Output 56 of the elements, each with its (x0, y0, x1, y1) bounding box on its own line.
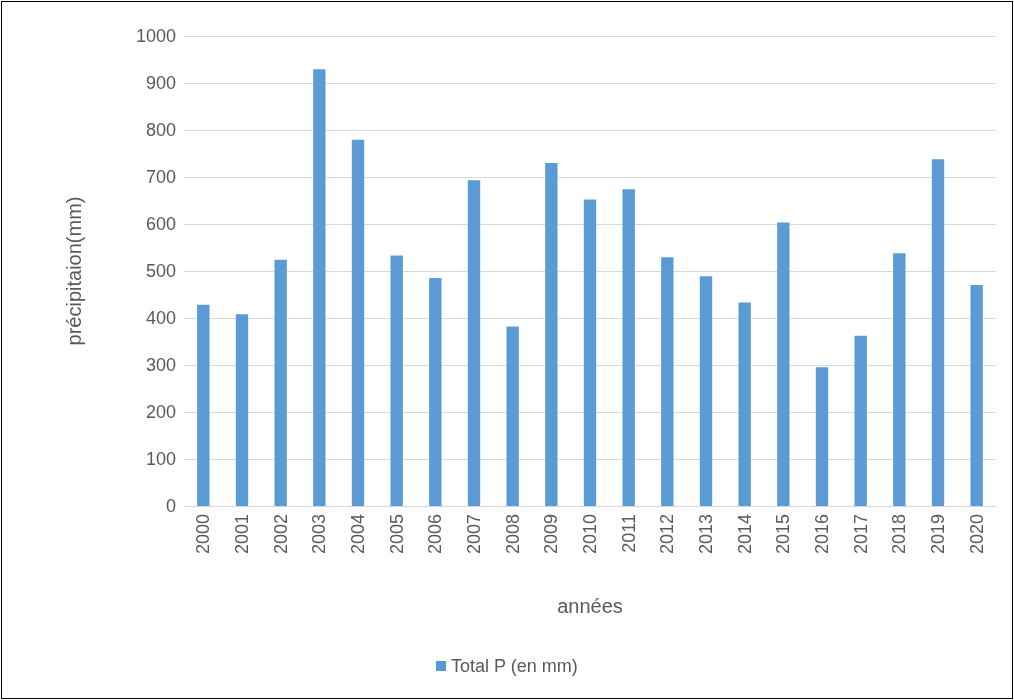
x-axis-title: années (557, 595, 623, 617)
bar (854, 335, 867, 506)
x-tick-label: 2016 (812, 514, 832, 555)
y-axis-title: précipitaion(mm) (63, 196, 85, 346)
bar (545, 162, 558, 506)
bar (313, 69, 326, 506)
x-tick-label: 2017 (850, 514, 871, 555)
x-tick-label: 2015 (773, 514, 794, 555)
bar (197, 304, 210, 506)
bar (583, 199, 597, 506)
bar (970, 285, 983, 506)
x-tick-label: 2002 (270, 514, 291, 555)
y-tick-label: 600 (145, 214, 176, 234)
y-tick-label: 300 (145, 355, 176, 375)
y-tick-label: 200 (145, 402, 176, 422)
bar (274, 259, 287, 506)
bar (661, 257, 674, 506)
x-tick-label: 2010 (580, 514, 600, 555)
x-tick-label: 2007 (464, 514, 484, 555)
x-tick-label: 2018 (889, 514, 910, 555)
y-tick-label: 500 (145, 261, 176, 281)
x-tick-label: 2011 (618, 514, 639, 553)
bar (506, 326, 519, 506)
x-tick-label: 2009 (541, 514, 562, 555)
bar (738, 302, 751, 506)
x-tick-label: 2020 (966, 514, 987, 555)
bar (622, 189, 635, 506)
x-tick-label: 2004 (348, 514, 368, 555)
bar (351, 139, 365, 506)
x-tick-label: 2005 (386, 514, 407, 555)
y-tick-label: 100 (145, 449, 176, 469)
x-tick-label: 2003 (309, 514, 330, 555)
y-tick-label: 0 (165, 496, 176, 516)
bar (429, 278, 442, 506)
y-tick-label: 700 (145, 167, 176, 187)
x-tick-label: 2000 (193, 514, 214, 555)
bar (467, 180, 481, 506)
x-tick-label: 2013 (696, 514, 716, 555)
y-tick-label: 400 (145, 308, 176, 328)
y-tick-label: 1000 (135, 26, 176, 46)
x-tick-label: 2014 (734, 514, 755, 555)
x-tick-label: 2019 (928, 514, 948, 555)
x-tick-label: 2001 (232, 514, 252, 555)
bar (777, 222, 790, 506)
bar (931, 159, 945, 506)
x-tick-label: 2006 (425, 514, 446, 555)
x-tick-label: 2008 (502, 514, 523, 555)
y-tick-label: 900 (145, 73, 176, 93)
bar (235, 314, 249, 506)
legend-label: Total P (en mm) (450, 656, 578, 676)
bar (893, 253, 906, 506)
bar (390, 255, 403, 506)
bar (815, 367, 829, 506)
y-tick-label: 800 (145, 120, 176, 140)
x-tick-label: 2012 (657, 514, 678, 555)
bar (699, 276, 713, 506)
